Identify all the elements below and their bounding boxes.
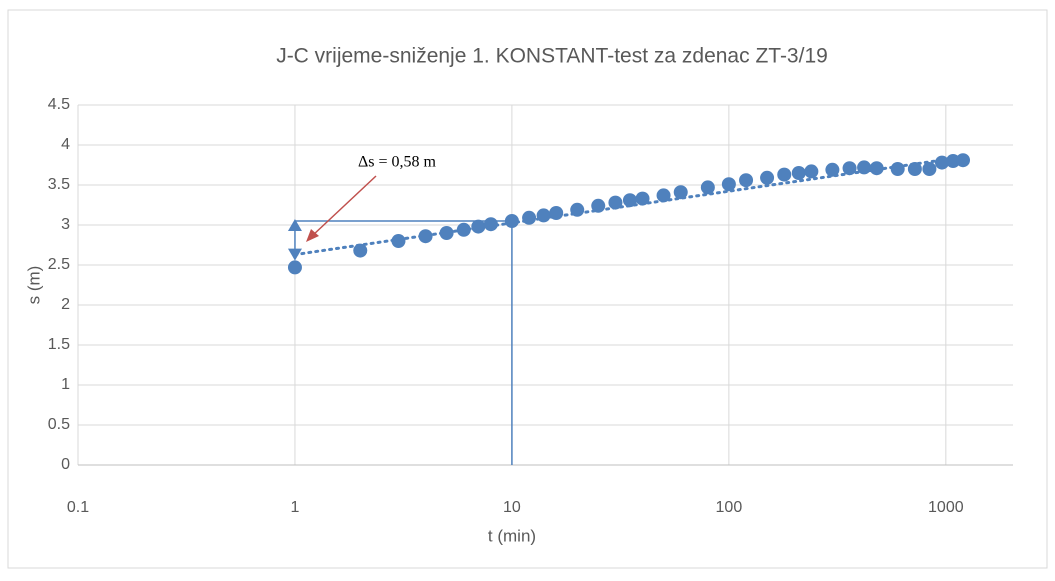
point <box>890 162 905 176</box>
y-tick-label: 3.5 <box>48 176 70 193</box>
point <box>922 162 937 176</box>
point <box>907 162 922 176</box>
point <box>483 217 498 232</box>
y-tick-label: 4.5 <box>48 96 70 113</box>
point <box>536 208 551 223</box>
point <box>456 222 471 237</box>
x-tick-label: 10 <box>503 499 521 516</box>
point <box>439 226 454 240</box>
point <box>570 202 585 217</box>
point <box>721 177 736 192</box>
y-tick-label: 2 <box>61 296 70 313</box>
point <box>391 234 406 248</box>
point <box>656 188 671 203</box>
y-tick-label: 0 <box>61 456 70 473</box>
point <box>777 167 792 182</box>
point <box>622 193 637 208</box>
point <box>591 198 606 213</box>
x-tick-label: 100 <box>716 499 743 516</box>
point <box>673 185 688 200</box>
point <box>287 260 302 275</box>
point <box>869 161 884 176</box>
point <box>635 191 650 206</box>
annotation-arrow <box>311 175 377 237</box>
point <box>471 219 486 234</box>
x-tick-label: 0.1 <box>67 499 89 516</box>
point <box>804 164 819 179</box>
point <box>842 161 857 176</box>
delta-marker <box>287 219 302 231</box>
chart-title: J-C vrijeme-sniženje 1. KONSTANT-test za… <box>276 45 828 68</box>
point <box>760 170 775 185</box>
point <box>956 153 971 168</box>
y-axis-label: s (m) <box>24 266 43 305</box>
chart-frame <box>7 9 1048 569</box>
point <box>825 162 840 177</box>
point <box>700 180 715 195</box>
point <box>504 214 519 228</box>
annotation: Δs = 0,58 m <box>358 154 437 171</box>
x-tick-label: 1000 <box>928 499 964 516</box>
point <box>791 166 806 180</box>
annotation-arrowhead <box>306 229 319 242</box>
point <box>934 155 949 170</box>
point <box>522 210 537 225</box>
point <box>857 160 872 175</box>
y-tick-label: 0.5 <box>48 416 70 433</box>
y-tick-label: 1 <box>61 376 70 393</box>
point <box>739 173 754 188</box>
x-axis-label: t (min) <box>488 526 536 545</box>
y-tick-label: 4 <box>61 136 70 153</box>
y-tick-label: 3 <box>61 216 70 233</box>
point <box>549 206 564 220</box>
point <box>418 229 433 244</box>
x-tick-label: 1 <box>291 499 300 516</box>
y-tick-label: 1.5 <box>48 336 70 353</box>
point <box>608 195 623 210</box>
y-tick-label: 2.5 <box>48 256 70 273</box>
point <box>353 243 368 258</box>
